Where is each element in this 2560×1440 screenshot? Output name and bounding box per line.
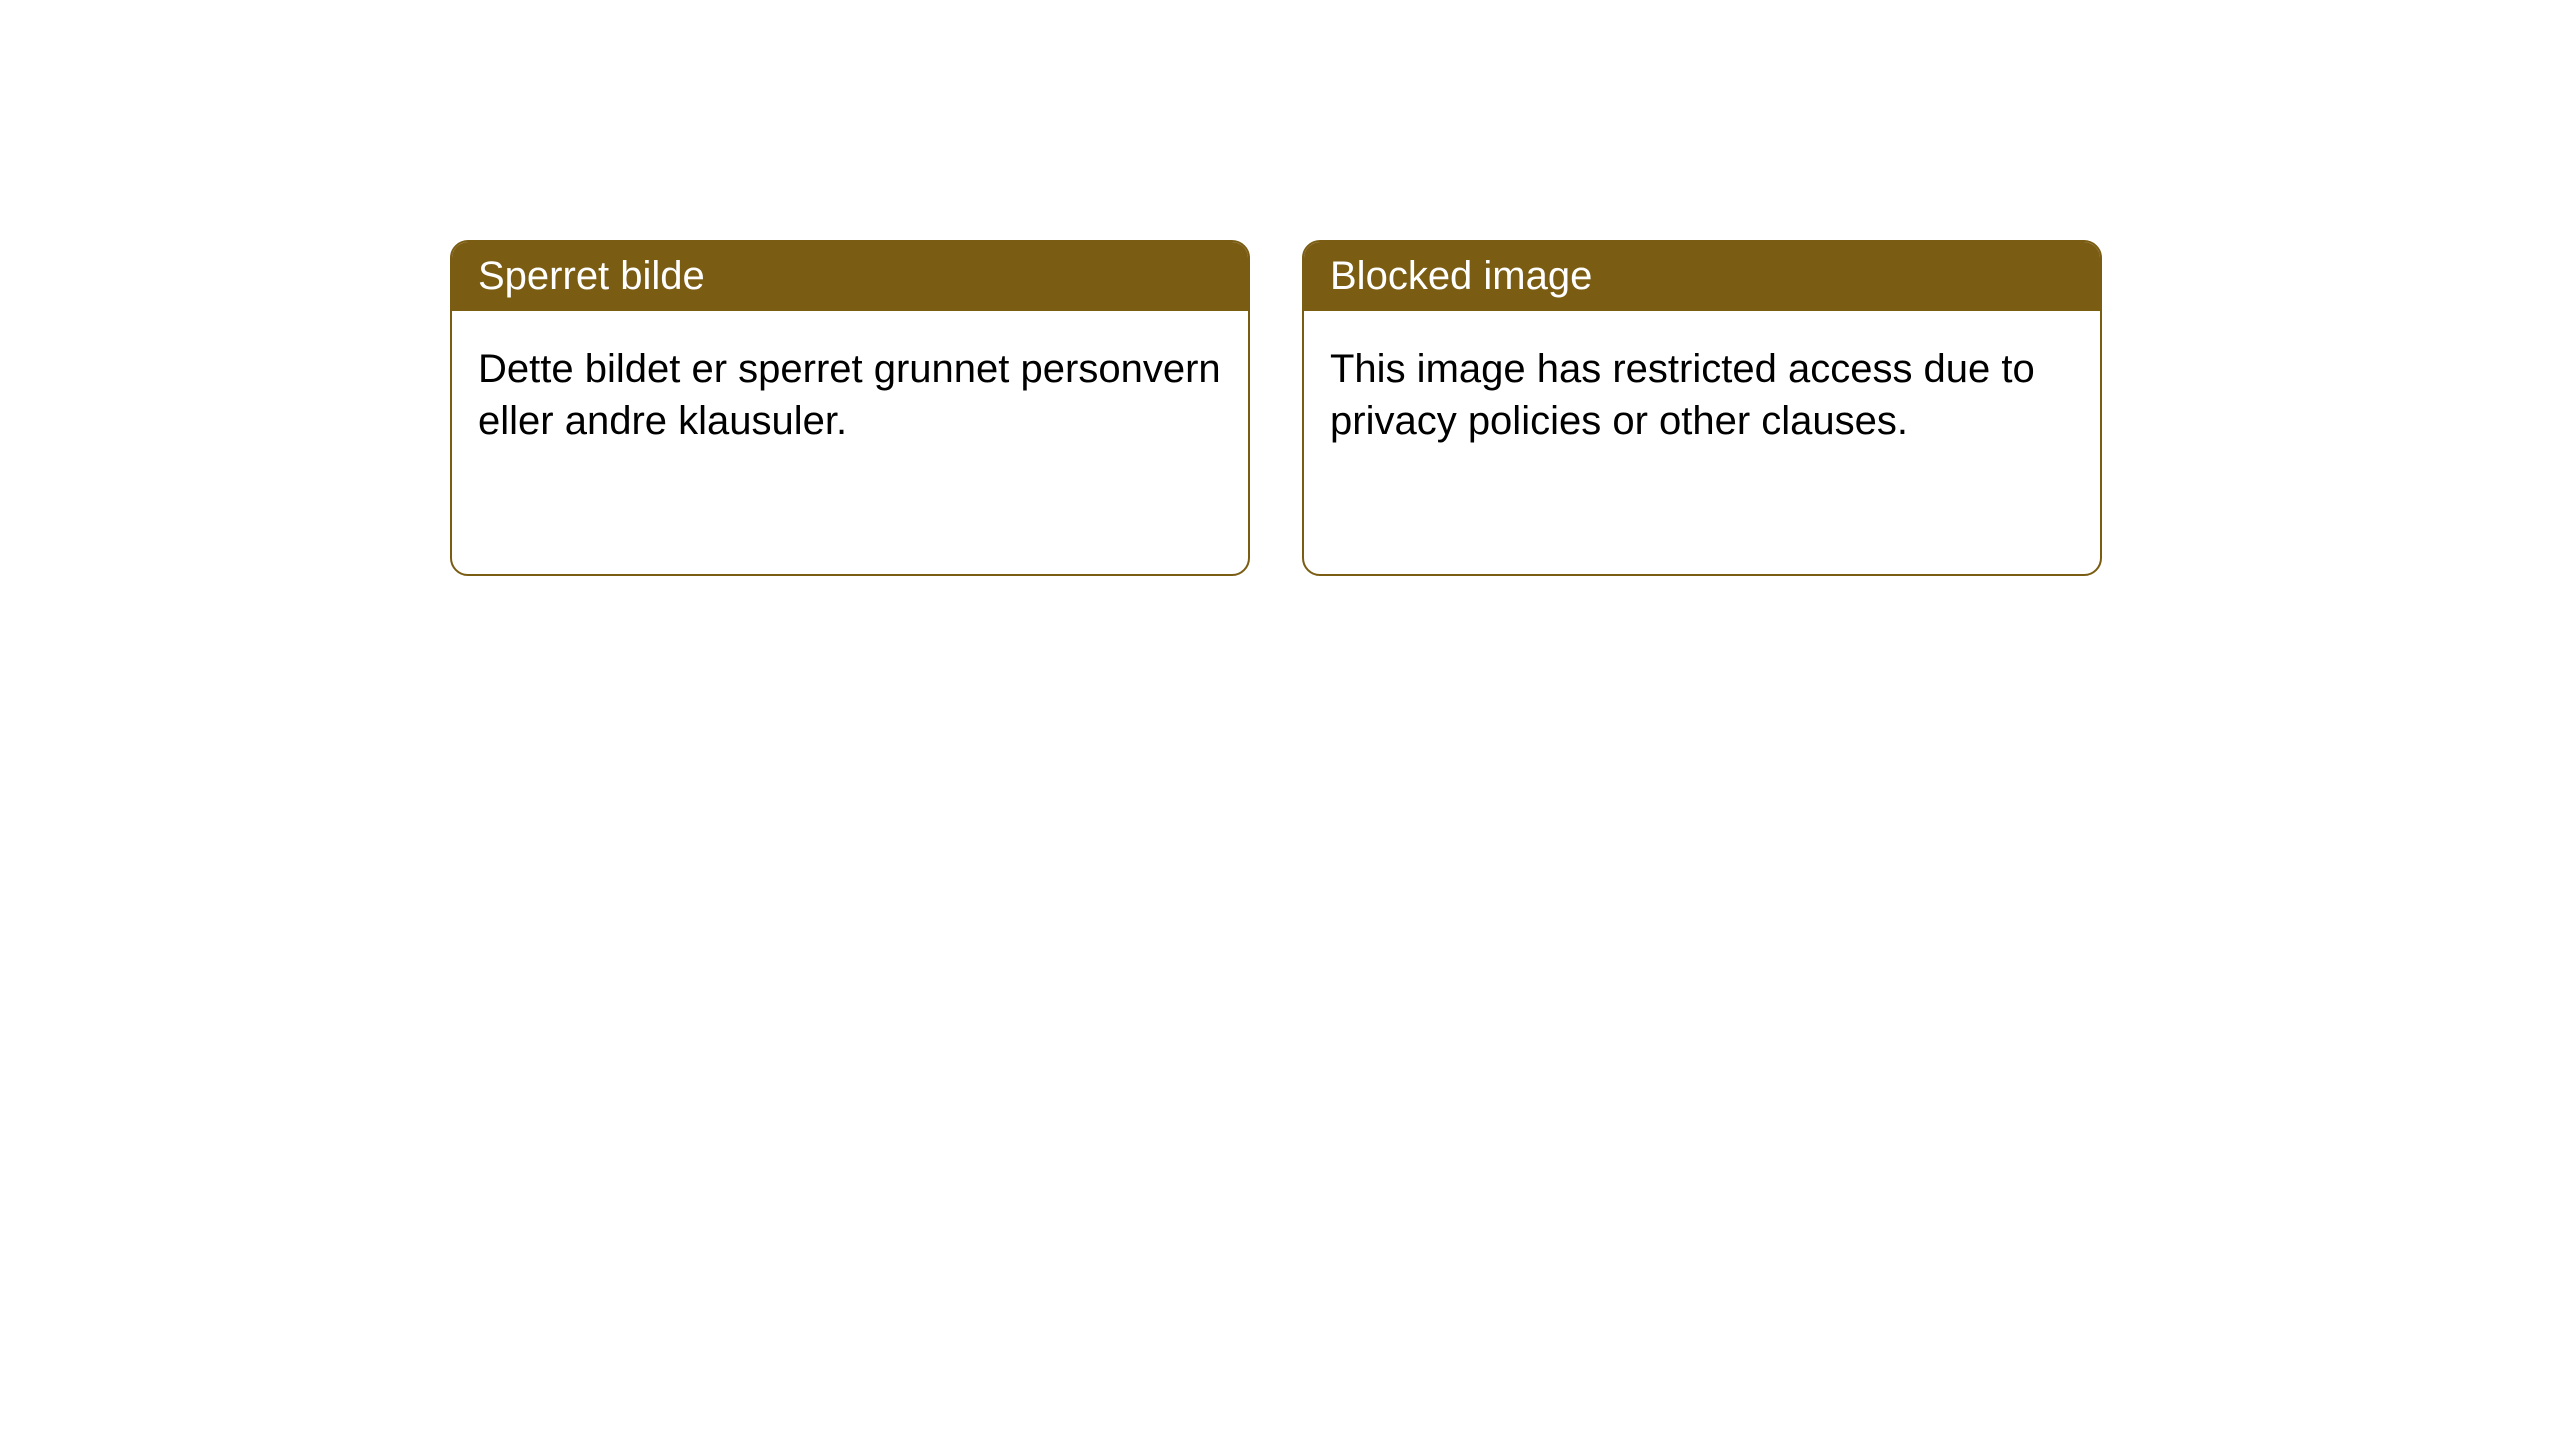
notice-card-norwegian: Sperret bilde Dette bildet er sperret gr… bbox=[450, 240, 1250, 576]
notice-card-english: Blocked image This image has restricted … bbox=[1302, 240, 2102, 576]
notice-cards-container: Sperret bilde Dette bildet er sperret gr… bbox=[450, 240, 2102, 576]
notice-header-english: Blocked image bbox=[1304, 242, 2100, 311]
notice-header-norwegian: Sperret bilde bbox=[452, 242, 1248, 311]
notice-body-norwegian: Dette bildet er sperret grunnet personve… bbox=[452, 311, 1248, 479]
notice-body-english: This image has restricted access due to … bbox=[1304, 311, 2100, 479]
